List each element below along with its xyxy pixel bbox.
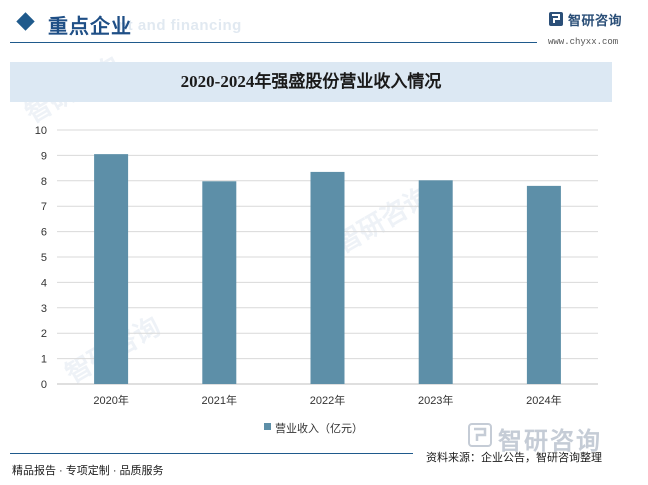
brand-url[interactable]: www.chyxx.com xyxy=(548,37,619,47)
source-note: 资料来源：企业公告，智研咨询整理 xyxy=(426,452,602,464)
y-tick-label: 10 xyxy=(35,125,47,137)
section-title: 重点企业 xyxy=(48,16,132,38)
brand-name: 智研咨询 xyxy=(568,13,623,28)
y-tick-label: 4 xyxy=(41,277,47,289)
y-tick-label: 8 xyxy=(41,176,47,188)
y-tick-label: 0 xyxy=(41,379,47,391)
bar xyxy=(526,185,561,384)
y-tick-label: 6 xyxy=(41,227,47,239)
y-tick-label: 9 xyxy=(41,150,47,162)
bar xyxy=(202,181,237,384)
x-tick-label: 2023年 xyxy=(418,393,453,407)
footer-tagline: 精品报告 · 专项定制 · 品质服务 xyxy=(12,465,164,477)
x-tick-label: 2024年 xyxy=(526,393,561,407)
y-tick-label: 2 xyxy=(41,328,47,340)
section-subtitle: nt and financing xyxy=(118,17,242,34)
legend-label: 营业收入（亿元） xyxy=(275,423,363,435)
bar xyxy=(310,171,345,384)
y-tick-label: 5 xyxy=(41,252,47,264)
x-tick-label: 2021年 xyxy=(202,393,237,407)
y-tick-label: 3 xyxy=(41,303,47,315)
header: nt and financing 重点企业 智研咨询 www.chyxx.com xyxy=(0,0,648,50)
footer-logo-icon xyxy=(468,423,492,447)
diamond-icon xyxy=(16,12,35,31)
chart-title-bar: 2020-2024年强盛股份营业收入情况 xyxy=(10,62,612,102)
y-tick-label: 7 xyxy=(41,201,47,213)
x-tick-label: 2020年 xyxy=(93,393,128,407)
legend-swatch xyxy=(264,423,271,430)
bar xyxy=(418,180,453,384)
bar xyxy=(94,154,129,384)
chart-title: 2020-2024年强盛股份营业收入情况 xyxy=(180,72,442,91)
x-tick-label: 2022年 xyxy=(310,393,345,407)
header-divider xyxy=(10,42,537,43)
bar-chart: 0 1 2 3 4 5 6 7 8 9 10 2020年 2021年 2022年 2023年 2024年 xyxy=(35,125,598,407)
footer-logo-text: 智研咨询 xyxy=(498,428,602,455)
y-tick-label: 1 xyxy=(41,354,47,366)
brand-logo-icon xyxy=(549,12,563,26)
footer-divider xyxy=(10,453,413,454)
brand: 智研咨询 www.chyxx.com xyxy=(548,10,644,50)
